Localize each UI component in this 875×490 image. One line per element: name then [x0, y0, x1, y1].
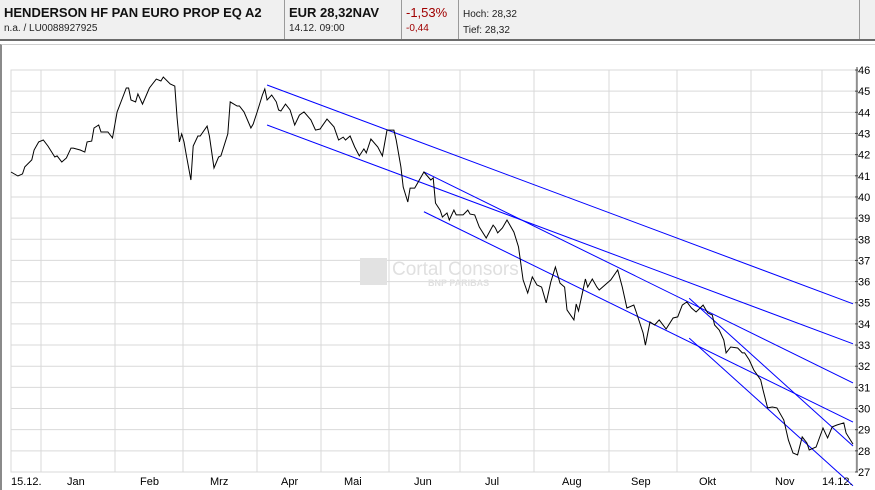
x-tick-label: 15.12.: [11, 476, 42, 488]
x-tick-label: Nov: [775, 476, 795, 488]
x-tick-label: Aug: [562, 476, 582, 488]
y-tick-label: 46: [858, 65, 870, 77]
change-absolute: -0,44: [406, 23, 429, 34]
y-tick-label: 38: [858, 234, 870, 246]
y-tick-label: 27: [858, 467, 870, 479]
y-tick-label: 37: [858, 255, 870, 267]
fund-isin: n.a. / LU0088927925: [4, 23, 98, 34]
trend-line: [688, 297, 854, 447]
trend-line: [423, 171, 854, 384]
range-cell: Hoch: 28,32 Tief: 28,32: [459, 0, 860, 39]
trend-line: [423, 211, 854, 423]
y-tick-label: 42: [858, 150, 870, 162]
watermark: Cortal Consors BNP PARIBAS: [360, 258, 519, 288]
y-tick-label: 33: [858, 340, 870, 352]
y-tick-label: 28: [858, 446, 870, 458]
grid: [10, 69, 857, 473]
trend-line: [266, 84, 854, 305]
y-tick-label: 44: [858, 107, 870, 119]
price-line: [10, 76, 854, 456]
y-tick-label: 40: [858, 192, 870, 204]
day-high: Hoch: 28,32: [463, 9, 517, 20]
watermark-brand: Cortal Consors: [392, 259, 519, 280]
change-percent: -1,53%: [406, 5, 448, 20]
y-axis: 27 28 29 30 31 32 33 34 35 36 37 38 39 40 41 42 43 44 45 46: [855, 65, 870, 479]
x-tick-label: Mai: [344, 476, 362, 488]
chart-panel: [0, 44, 875, 490]
price-cell: EUR 28,32NAV 14.12. 09:00: [285, 0, 402, 39]
x-tick-label: Jan: [67, 476, 85, 488]
y-tick-label: 43: [858, 128, 870, 140]
y-tick-label: 29: [858, 425, 870, 437]
y-tick-label: 41: [858, 171, 870, 183]
quote-header: HENDERSON HF PAN EURO PROP EQ A2 n.a. / …: [0, 0, 875, 41]
x-tick-label: Apr: [281, 476, 298, 488]
price: EUR 28,32NAV: [289, 5, 380, 20]
x-tick-label: Jun: [414, 476, 432, 488]
x-tick-label: Okt: [699, 476, 716, 488]
x-tick-label: Mrz: [210, 476, 228, 488]
trend-line: [688, 337, 854, 487]
y-tick-label: 39: [858, 213, 870, 225]
x-tick-label: Jul: [485, 476, 499, 488]
y-tick-label: 31: [858, 382, 870, 394]
price-timestamp: 14.12. 09:00: [289, 23, 345, 34]
x-axis: 15.12. Jan Feb Mrz Apr Mai Jun Jul Aug Sep Okt Nov 1…: [11, 476, 853, 488]
y-tick-label: 45: [858, 86, 870, 98]
day-low: Tief: 28,32: [463, 25, 510, 36]
y-tick-label: 35: [858, 298, 870, 310]
x-tick-label: Feb: [140, 476, 159, 488]
x-tick-label: Sep: [631, 476, 651, 488]
x-tick-label: 14.12.: [822, 476, 853, 488]
watermark-logo-icon: [360, 258, 387, 285]
y-tick-label: 34: [858, 319, 870, 331]
fund-cell: HENDERSON HF PAN EURO PROP EQ A2 n.a. / …: [0, 0, 285, 39]
y-tick-label: 30: [858, 404, 870, 416]
fund-name: HENDERSON HF PAN EURO PROP EQ A2: [4, 5, 262, 20]
watermark-sub: BNP PARIBAS: [428, 278, 489, 288]
change-cell: -1,53% -0,44: [402, 0, 459, 39]
y-tick-label: 32: [858, 361, 870, 373]
trend-line: [266, 124, 854, 345]
y-tick-label: 36: [858, 277, 870, 289]
trend-lines: [266, 84, 854, 487]
